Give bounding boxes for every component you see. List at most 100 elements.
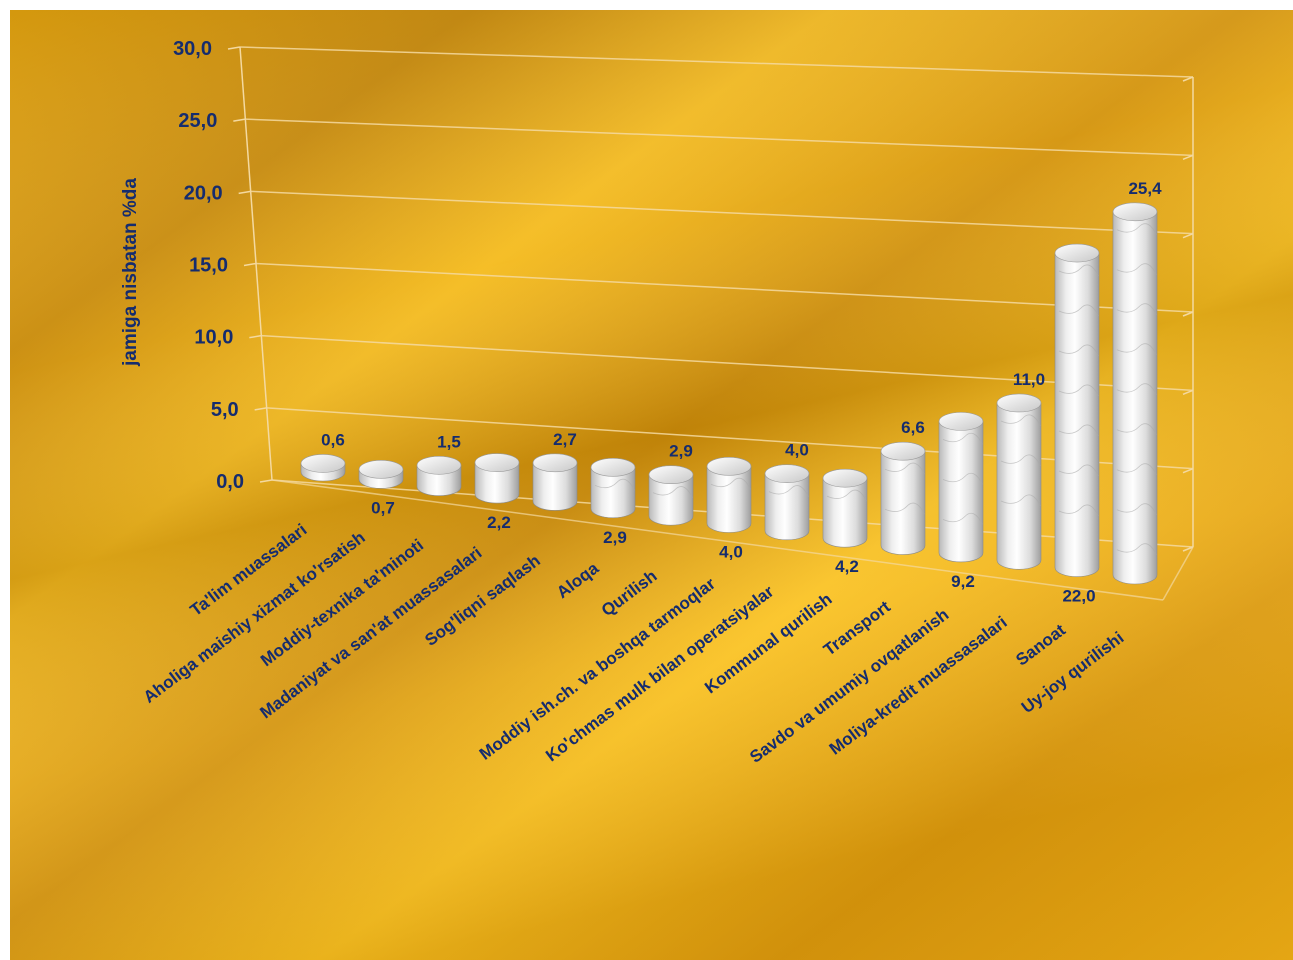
bars-layer bbox=[300, 202, 1158, 585]
bar-top bbox=[474, 453, 520, 472]
bar-top bbox=[938, 412, 984, 431]
bar-top bbox=[358, 460, 404, 479]
y-tick-label: 30,0 bbox=[173, 38, 212, 60]
y-tick-mark bbox=[227, 46, 241, 50]
bar-texture bbox=[1116, 263, 1157, 275]
bar bbox=[300, 454, 346, 482]
bar-texture bbox=[942, 472, 983, 485]
bar bbox=[474, 453, 520, 504]
bar-body bbox=[590, 467, 636, 519]
chart-svg: 0,05,010,015,020,025,030,00,6Ta'lim muas… bbox=[10, 10, 1293, 960]
value-label: 2,9 bbox=[603, 528, 627, 547]
y-tick-mark bbox=[254, 407, 267, 411]
bar-body bbox=[996, 402, 1042, 570]
bar-texture bbox=[1116, 423, 1157, 435]
bar-texture bbox=[1058, 384, 1099, 397]
right-tick-mark bbox=[1182, 467, 1194, 474]
bar-body bbox=[1112, 211, 1158, 585]
bar-texture bbox=[942, 432, 983, 445]
bar-body bbox=[648, 474, 694, 526]
value-label: 25,4 bbox=[1128, 179, 1162, 198]
value-label: 2,7 bbox=[553, 430, 577, 449]
y-tick-mark bbox=[238, 190, 251, 195]
bar-top bbox=[822, 468, 868, 488]
grid-layer bbox=[227, 46, 1194, 601]
value-label: 9,2 bbox=[951, 572, 975, 591]
gridline bbox=[245, 118, 1194, 157]
bar bbox=[590, 458, 636, 519]
bar-texture bbox=[1058, 304, 1099, 317]
bar-texture bbox=[1116, 343, 1157, 355]
bar-top bbox=[1054, 243, 1100, 263]
bar-top bbox=[996, 393, 1042, 413]
bar-top bbox=[416, 455, 462, 475]
value-label: 1,5 bbox=[437, 432, 461, 451]
gridline bbox=[261, 334, 1194, 392]
bar-top bbox=[648, 465, 694, 484]
value-label: 22,0 bbox=[1062, 587, 1095, 606]
bar bbox=[416, 455, 462, 497]
y-tick-mark bbox=[249, 334, 262, 339]
value-label: 4,0 bbox=[719, 543, 743, 562]
bar-top bbox=[880, 441, 926, 461]
bar-texture bbox=[710, 477, 751, 490]
back-left-wall-edge bbox=[239, 46, 273, 481]
bar-texture bbox=[884, 502, 925, 515]
bar bbox=[938, 412, 984, 563]
bar-texture bbox=[1116, 463, 1157, 475]
right-tick-mark bbox=[1182, 232, 1194, 239]
y-tick-label: 10,0 bbox=[194, 327, 233, 349]
bar-texture bbox=[1116, 383, 1157, 395]
gridline bbox=[250, 190, 1194, 235]
bar-body bbox=[706, 466, 752, 533]
y-axis-title: jamiga nisbatan %da bbox=[120, 178, 141, 367]
value-label: 4,0 bbox=[785, 441, 809, 460]
bar-body bbox=[880, 450, 926, 555]
bar bbox=[358, 460, 404, 489]
y-tick-label: 25,0 bbox=[178, 110, 217, 132]
bar-top bbox=[706, 456, 752, 476]
bar-body bbox=[822, 477, 868, 548]
bar-body bbox=[938, 421, 984, 563]
bar-texture bbox=[1058, 344, 1099, 357]
bar-body bbox=[764, 473, 810, 541]
bar-texture bbox=[942, 512, 983, 525]
bar bbox=[880, 441, 926, 555]
bar-top bbox=[300, 454, 346, 473]
value-label: 4,2 bbox=[835, 557, 859, 576]
value-label: 0,7 bbox=[371, 498, 395, 517]
y-tick-mark bbox=[243, 262, 257, 267]
bar bbox=[1112, 202, 1158, 585]
bar-texture bbox=[1058, 504, 1099, 517]
value-label: 0,6 bbox=[321, 430, 345, 449]
bar bbox=[648, 465, 694, 526]
y-tick-mark bbox=[259, 479, 273, 483]
gridline bbox=[239, 46, 1194, 78]
y-tick-mark bbox=[233, 118, 246, 122]
bar bbox=[532, 453, 578, 511]
bar-body bbox=[1054, 252, 1100, 577]
bar-texture bbox=[1116, 223, 1157, 235]
bar-texture bbox=[1000, 414, 1041, 427]
value-label: 11,0 bbox=[1013, 370, 1045, 389]
bar bbox=[706, 456, 752, 533]
bar-top bbox=[590, 458, 636, 477]
bar-texture bbox=[884, 462, 925, 475]
gridline bbox=[255, 262, 1194, 313]
right-tick-mark bbox=[1182, 76, 1194, 82]
floor-front-edge bbox=[271, 479, 1164, 601]
bar-texture bbox=[826, 489, 867, 502]
bar-top bbox=[764, 464, 810, 483]
value-label: 2,2 bbox=[487, 513, 511, 532]
bar-texture bbox=[1058, 264, 1099, 277]
bar bbox=[996, 393, 1042, 570]
bar-body bbox=[532, 462, 578, 511]
bar-texture bbox=[1058, 464, 1099, 477]
y-tick-label: 5,0 bbox=[211, 399, 239, 421]
bar-texture bbox=[1116, 543, 1157, 555]
floor-right-edge bbox=[1162, 546, 1194, 601]
right-tick-mark bbox=[1182, 389, 1194, 396]
value-label: 2,9 bbox=[669, 442, 693, 461]
bar-body bbox=[474, 462, 520, 504]
chart: 0,0 5,0 10,0 15,0 20,0 25,0 30,0 0,6 Ta'lim muas… bbox=[10, 10, 1293, 960]
